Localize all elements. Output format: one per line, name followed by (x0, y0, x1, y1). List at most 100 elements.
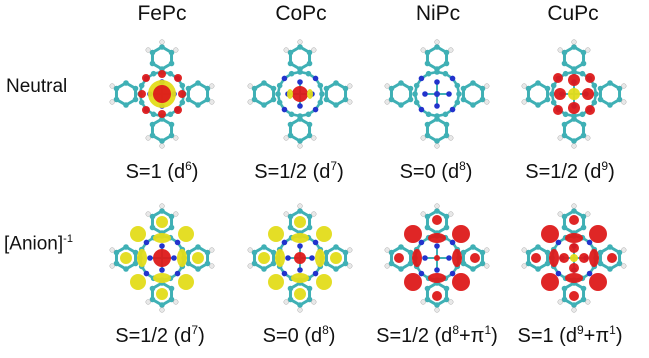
density-lobe (178, 274, 194, 290)
metal-density (153, 249, 171, 267)
carbon-atom (434, 302, 440, 308)
carbon-atom (270, 260, 277, 267)
carbon-atom (571, 69, 577, 75)
nitrogen-atom (434, 267, 440, 273)
benzo-ring (150, 45, 174, 71)
density-lobe (178, 90, 186, 98)
nitrogen-atom (159, 267, 165, 273)
carbon-atom (251, 249, 258, 256)
carbon-atom (195, 102, 201, 108)
carbon-atom (204, 260, 211, 267)
nitrogen-atom (586, 270, 593, 277)
carbon-atom (434, 138, 440, 144)
hydrogen-atom (571, 143, 577, 149)
carbon-atom (580, 285, 587, 292)
spin-label-cupc-neutral: S=1/2 (d9) (525, 159, 615, 183)
column-header-fepc: FePc (137, 2, 187, 25)
density-lobe (178, 226, 194, 242)
carbon-atom (424, 121, 431, 128)
density-lobe (316, 274, 332, 290)
anion-charge: -1 (63, 233, 73, 245)
nitrogen-atom (446, 91, 452, 97)
hydrogen-atom (434, 39, 440, 45)
carbon-atom (443, 132, 450, 139)
nitrogen-atom (297, 79, 303, 85)
density-lobe (452, 273, 470, 291)
density-lobe (287, 89, 293, 99)
density-lobe (412, 249, 422, 267)
carbon-atom (434, 208, 440, 214)
carbon-atom (544, 249, 551, 256)
carbon-atom (159, 44, 165, 50)
fepc-neutral-spin-density (100, 32, 224, 156)
carbon-atom (407, 260, 414, 267)
nitrogen-atom (434, 103, 440, 109)
hydrogen-atom (448, 299, 454, 305)
carbon-atom (561, 132, 568, 139)
density-lobe (153, 273, 171, 283)
carbon-atom (616, 249, 623, 256)
carbon-atom (195, 244, 201, 250)
hydrogen-atom (585, 299, 591, 305)
carbon-atom (561, 60, 568, 67)
nitrogen-atom (449, 106, 456, 113)
hydrogen-atom (585, 47, 591, 53)
density-lobe (158, 70, 166, 78)
carbon-atom (323, 249, 330, 256)
nitrogen-atom (422, 91, 428, 97)
nitrogen-atom (312, 239, 319, 246)
carbon-atom (388, 85, 395, 92)
carbon-atom (342, 260, 349, 267)
carbon-atom (287, 121, 294, 128)
spin-density-isosurface (287, 86, 313, 102)
density-lobe (569, 291, 579, 301)
carbon-atom (168, 132, 175, 139)
hydrogen-atom (145, 47, 151, 53)
hydrogen-atom (621, 263, 627, 269)
benzo-ring (425, 45, 449, 71)
density-lobe (432, 291, 442, 301)
carbon-atom (443, 213, 450, 220)
density-lobe (153, 233, 171, 243)
carbon-atom (204, 249, 211, 256)
nitrogen-atom (555, 270, 562, 277)
carbon-atom (287, 224, 294, 231)
carbon-atom (297, 208, 303, 214)
benzo-ring (461, 81, 485, 107)
nitrogen-atom (418, 106, 425, 113)
hydrogen-atom (384, 263, 390, 269)
metal-density (292, 86, 308, 102)
hydrogen-atom (145, 299, 151, 305)
density-lobe (559, 253, 569, 263)
carbon-atom (616, 85, 623, 92)
carbon-atom (185, 85, 192, 92)
nitrogen-atom (143, 270, 150, 277)
carbon-atom (434, 69, 440, 75)
carbon-atom (388, 260, 395, 267)
carbon-atom (179, 82, 186, 89)
carbon-atom (195, 266, 201, 272)
hydrogen-atom (420, 299, 426, 305)
carbon-atom (580, 60, 587, 67)
carbon-atom (123, 102, 129, 108)
carbon-atom (195, 80, 201, 86)
carbon-atom (593, 91, 599, 97)
benzo-ring (389, 81, 413, 107)
density-lobe (582, 88, 594, 100)
carbon-atom (168, 213, 175, 220)
carbon-atom (306, 49, 313, 56)
carbon-atom (561, 224, 568, 231)
carbon-atom (434, 113, 440, 119)
carbon-atom (159, 208, 165, 214)
carbon-atom (535, 244, 541, 250)
carbon-atom (123, 266, 129, 272)
carbon-atom (425, 111, 432, 118)
density-lobe (258, 252, 270, 264)
carbon-atom (470, 244, 476, 250)
carbon-atom (460, 96, 467, 103)
density-lobe (268, 226, 284, 242)
hydrogen-atom (145, 135, 151, 141)
carbon-atom (454, 99, 461, 106)
carbon-atom (317, 99, 324, 106)
carbon-atom (251, 85, 258, 92)
